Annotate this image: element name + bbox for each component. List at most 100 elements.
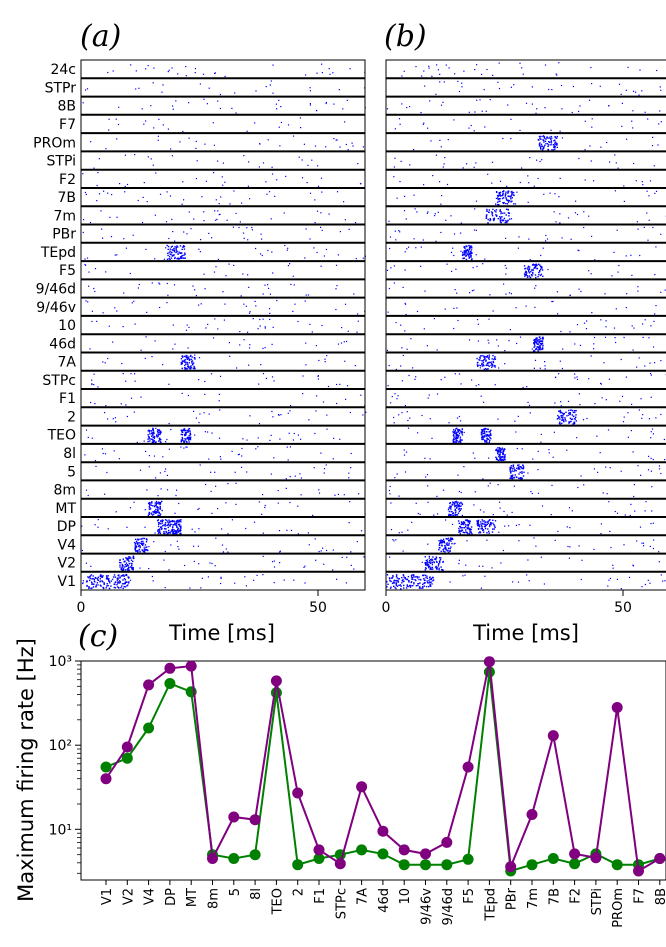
spike-dot xyxy=(427,127,429,129)
burst-spike xyxy=(461,432,463,434)
burst-spike xyxy=(171,255,173,257)
burst-spike xyxy=(488,356,490,358)
spike-dot xyxy=(181,203,183,205)
burst-spike xyxy=(498,459,501,461)
spike-dot xyxy=(608,501,610,503)
spike-dot xyxy=(401,380,403,382)
burst-spike xyxy=(99,578,101,580)
spike-dot xyxy=(506,514,508,516)
burst-spike xyxy=(458,434,460,436)
burst-spike xyxy=(486,208,488,211)
spike-dot xyxy=(309,90,311,92)
spike-dot xyxy=(332,72,334,74)
burst-spike xyxy=(97,579,99,581)
spike-dot xyxy=(177,546,179,548)
spike-dot xyxy=(163,258,165,260)
burst-spike xyxy=(138,549,140,551)
spike-dot xyxy=(440,231,442,234)
spike-dot xyxy=(108,129,110,131)
burst-spike xyxy=(151,501,153,503)
spike-dot xyxy=(309,87,311,89)
burst-spike xyxy=(536,267,539,270)
burst-spike xyxy=(449,507,451,509)
burst-spike xyxy=(483,523,485,525)
burst-spike xyxy=(507,192,509,194)
spike-dot xyxy=(96,200,98,202)
burst-spike xyxy=(132,555,135,558)
spike-dot xyxy=(213,172,215,174)
burst-spike xyxy=(88,586,90,588)
burst-spike xyxy=(453,440,455,442)
burst-spike xyxy=(142,542,145,544)
spike-dot xyxy=(404,303,407,305)
burst-spike xyxy=(467,527,469,529)
spike-dot xyxy=(492,514,494,516)
spike-dot xyxy=(308,544,310,546)
burst-spike xyxy=(433,561,435,564)
burst-spike xyxy=(136,550,139,552)
burst-spike xyxy=(152,439,154,441)
spike-dot xyxy=(653,320,655,322)
spike-dot xyxy=(118,458,120,460)
spike-dot xyxy=(660,89,662,91)
burst-spike xyxy=(158,523,160,525)
burst-spike xyxy=(466,519,468,521)
burst-spike xyxy=(147,502,150,505)
spike-dot xyxy=(608,579,610,581)
burst-spike xyxy=(476,520,478,523)
x-category-label: V2 xyxy=(121,888,136,905)
spike-dot xyxy=(454,289,456,291)
burst-spike xyxy=(464,247,466,249)
spike-dot xyxy=(194,531,196,533)
burst-spike xyxy=(427,563,430,566)
spike-dot xyxy=(114,307,116,309)
spike-dot xyxy=(600,382,602,384)
spike-dot xyxy=(195,178,197,180)
spike-dot xyxy=(514,420,516,422)
spike-dot xyxy=(207,576,209,578)
spike-dot xyxy=(560,401,562,403)
spike-dot xyxy=(91,379,93,381)
burst-spike xyxy=(118,574,120,576)
spike-dot xyxy=(471,290,473,292)
spike-dot xyxy=(556,74,558,76)
spike-dot xyxy=(90,141,92,143)
spike-dot xyxy=(578,250,580,252)
burst-spike xyxy=(477,524,479,527)
burst-spike xyxy=(179,532,181,535)
burst-spike xyxy=(510,472,512,474)
spike-dot xyxy=(336,285,338,287)
spike-dot xyxy=(594,403,596,405)
burst-spike xyxy=(168,521,170,523)
spike-dot xyxy=(472,452,474,454)
burst-spike xyxy=(487,428,489,431)
spike-dot xyxy=(591,126,593,128)
spike-dot xyxy=(415,247,417,249)
burst-spike xyxy=(480,355,482,357)
spike-dot xyxy=(498,531,500,533)
burst-spike xyxy=(499,457,501,459)
burst-spike xyxy=(481,519,483,521)
burst-spike xyxy=(477,528,480,530)
burst-spike xyxy=(524,273,526,276)
spike-dot xyxy=(648,418,650,420)
area-label: DP xyxy=(57,519,76,535)
spike-dot xyxy=(578,157,580,160)
spike-dot xyxy=(350,551,352,553)
burst-spike xyxy=(450,546,452,548)
burst-spike xyxy=(455,500,458,503)
burst-spike xyxy=(147,435,150,438)
spike-dot xyxy=(97,519,99,521)
burst-spike xyxy=(443,548,445,550)
spike-dot xyxy=(93,287,95,290)
burst-spike xyxy=(175,248,177,250)
spike-dot xyxy=(145,120,147,122)
burst-spike xyxy=(419,582,421,584)
burst-spike xyxy=(522,464,524,467)
spike-dot xyxy=(247,185,249,187)
series-marker xyxy=(249,849,261,861)
spike-dot xyxy=(611,275,613,277)
spike-dot xyxy=(651,145,654,147)
spike-dot xyxy=(491,567,493,569)
series-marker xyxy=(164,678,176,689)
